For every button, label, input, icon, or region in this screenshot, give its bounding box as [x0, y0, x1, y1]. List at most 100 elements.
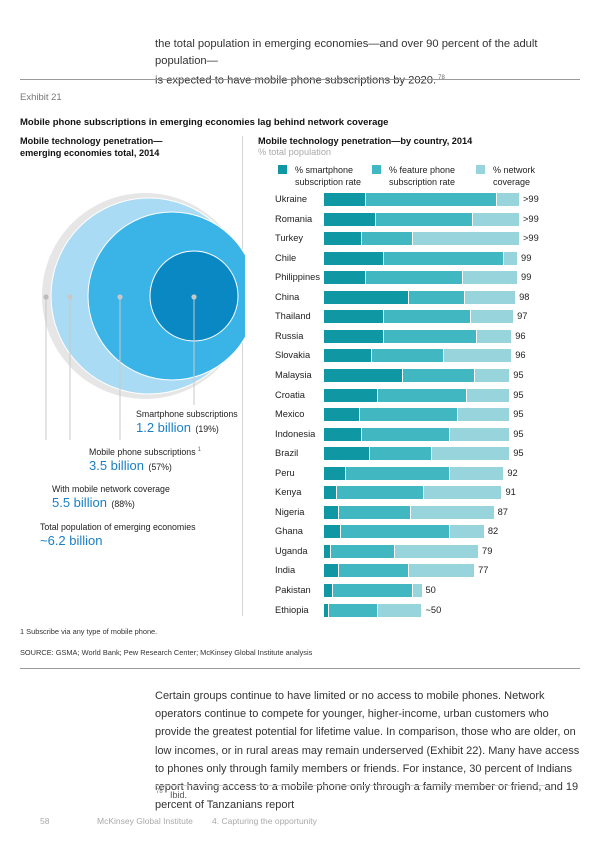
bar-smartphone	[324, 349, 371, 363]
intro-line-1: the total population in emerging economi…	[155, 38, 538, 67]
body-paragraph: Certain groups continue to have limited …	[155, 690, 580, 812]
left-panel-title: Mobile technology penetration— emerging …	[20, 135, 162, 159]
coverage-value-label: 95	[513, 409, 524, 420]
footnote-rule	[155, 785, 547, 786]
dot-smartphone	[191, 294, 197, 300]
bar-smartphone	[324, 447, 369, 461]
legend-feature-phone: % feature phone subscription rate	[372, 164, 455, 188]
country-label: Turkey	[275, 233, 304, 244]
bar-network-coverage	[449, 427, 510, 441]
bar-smartphone	[324, 486, 336, 500]
bar-feature-phone	[377, 388, 467, 402]
bar-feature-phone	[332, 584, 412, 597]
coverage-value-label: 95	[513, 369, 524, 380]
bar-smartphone	[324, 427, 362, 441]
bar-network-coverage	[412, 232, 519, 246]
bar-smartphone	[324, 290, 408, 304]
value-coverage: 5.5 billion	[52, 495, 107, 510]
legend-text: subscription rate	[295, 177, 362, 187]
exhibit-title: Mobile phone subscriptions in emerging e…	[20, 117, 389, 128]
bar-feature-phone	[328, 603, 377, 617]
section-name: 4. Capturing the opportunity	[212, 816, 317, 826]
bar-network-coverage	[496, 193, 519, 206]
bar-network-coverage	[467, 388, 510, 402]
coverage-value-label: 95	[513, 428, 524, 439]
bar-smartphone	[324, 368, 402, 382]
bar-network-coverage	[504, 251, 518, 265]
bar-network-coverage	[412, 584, 422, 597]
coverage-value-label: 97	[517, 311, 528, 322]
bar-smartphone	[324, 603, 328, 617]
pct-coverage: (88%)	[111, 499, 135, 509]
bar-network-coverage	[449, 525, 484, 539]
bar-smartphone	[324, 388, 377, 402]
coverage-value-label: 91	[505, 487, 516, 498]
country-label: Croatia	[275, 389, 305, 400]
label-coverage-text: With mobile network coverage	[52, 484, 170, 494]
dot-coverage	[67, 294, 73, 300]
bar-smartphone	[324, 232, 362, 246]
left-title-line-1: Mobile technology penetration—	[20, 136, 163, 146]
label-total-population: Total population of emerging economies ~…	[40, 522, 196, 550]
country-label: Mexico	[275, 409, 305, 420]
footnote-ref[interactable]: 78	[438, 75, 445, 81]
bar-smartphone	[324, 466, 346, 480]
bar-network-coverage	[424, 486, 502, 500]
coverage-value-label: 99	[521, 252, 532, 263]
country-label: Ethiopia	[275, 604, 309, 615]
bar-feature-phone	[383, 310, 471, 324]
top-rule	[20, 79, 580, 80]
bar-smartphone	[324, 193, 365, 206]
bar-smartphone	[324, 329, 383, 343]
coverage-value-label: 95	[513, 389, 524, 400]
bar-network-coverage	[475, 368, 510, 382]
coverage-value-label: 77	[478, 565, 489, 576]
legend-text: % smartphone	[295, 165, 354, 175]
page-footnote-text: Ibid.	[170, 790, 188, 800]
bar-feature-phone	[330, 544, 395, 558]
bar-feature-phone	[362, 427, 449, 441]
country-label: Russia	[275, 330, 304, 341]
footnote-1: 1 Subscribe via any type of mobile phone…	[20, 627, 158, 636]
coverage-value-label: 79	[482, 545, 493, 556]
bar-feature-phone	[365, 193, 496, 206]
country-label: Romania	[275, 213, 313, 224]
bar-smartphone	[324, 505, 338, 519]
value-total: ~6.2 billion	[40, 533, 103, 548]
bar-network-coverage	[457, 408, 510, 422]
coverage-value-label: >99	[523, 213, 539, 224]
country-label: India	[275, 565, 296, 576]
bar-smartphone	[324, 212, 375, 226]
country-label: Chile	[275, 252, 297, 263]
pct-smartphone: (19%)	[195, 424, 219, 434]
bar-feature-phone	[365, 271, 463, 285]
chart-subtitle: % total population	[258, 147, 332, 157]
bar-feature-phone	[408, 290, 465, 304]
country-label: Philippines	[275, 272, 320, 283]
bar-smartphone	[324, 310, 383, 324]
legend-text: % feature phone	[389, 165, 456, 175]
left-title-line-2: emerging economies total, 2014	[20, 148, 160, 158]
coverage-value-label: >99	[523, 194, 539, 204]
bar-smartphone	[324, 271, 365, 285]
coverage-value-label: 98	[519, 291, 530, 302]
bar-network-coverage	[471, 310, 514, 324]
country-label: Ghana	[275, 526, 303, 537]
bar-feature-phone	[383, 251, 504, 265]
nested-circles-diagram	[42, 193, 245, 440]
publisher-name: McKinsey Global Institute	[97, 816, 193, 826]
label-mobile-sup: 1	[197, 447, 201, 454]
country-label: Pakistan	[275, 585, 311, 595]
intro-line-2: is expected to have mobile phone subscri…	[155, 74, 437, 87]
coverage-value-label: 96	[515, 330, 526, 341]
label-mobile-subscriptions: Mobile phone subscriptions 1 3.5 billion …	[89, 447, 201, 475]
exhibit-label: Exhibit 21	[20, 92, 62, 103]
bar-feature-phone	[375, 212, 473, 226]
bar-smartphone	[324, 564, 338, 578]
bar-feature-phone	[336, 486, 424, 500]
panel-divider	[242, 136, 243, 616]
country-label: Peru	[275, 467, 295, 478]
bar-feature-phone	[338, 564, 408, 578]
page-footnote-ref: 78	[156, 789, 163, 795]
bar-feature-phone	[346, 466, 449, 480]
